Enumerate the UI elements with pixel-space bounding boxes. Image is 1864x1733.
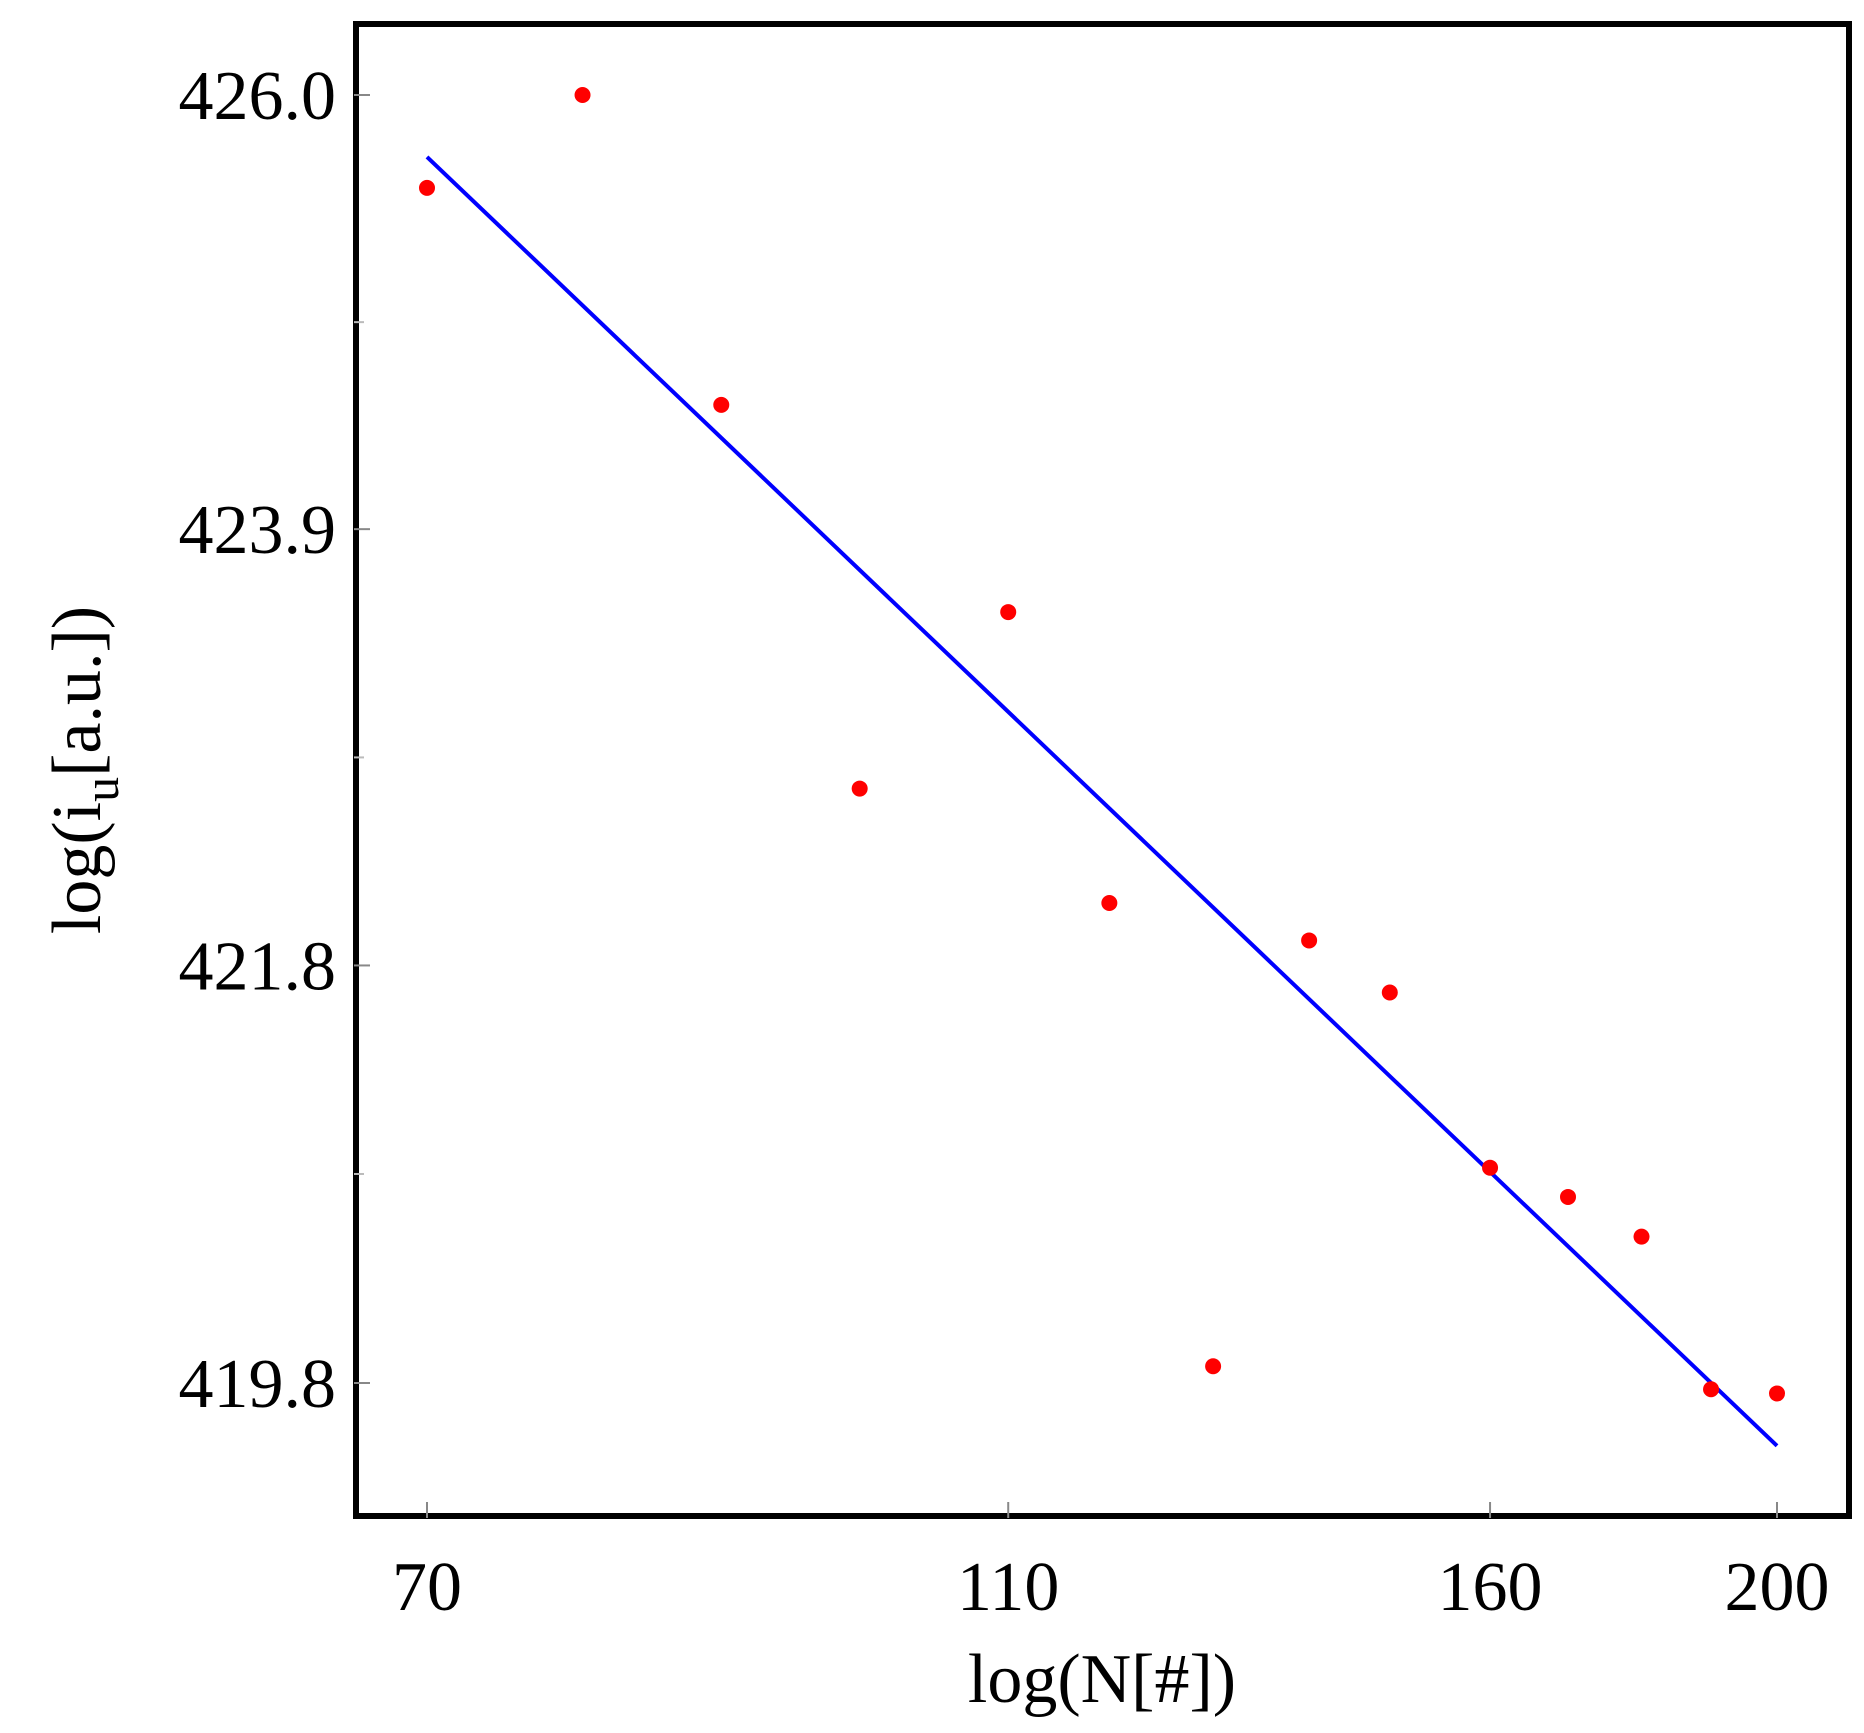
- data-point: [1205, 1358, 1222, 1375]
- data-point: [1482, 1159, 1499, 1176]
- y-axis: 419.8 421.8 423.9 426.0: [179, 58, 370, 1423]
- plot-frame: [353, 21, 1852, 1519]
- data-point: [851, 780, 868, 797]
- x-tick-label: 70: [392, 1549, 462, 1626]
- y-axis-title-prefix: log(i: [39, 802, 116, 934]
- y-axis-title-suffix: [a.u.]): [39, 606, 116, 777]
- fit-line: [425, 155, 1779, 1448]
- data-point: [1381, 984, 1398, 1001]
- data-point: [574, 87, 591, 103]
- data-point: [1633, 1228, 1650, 1245]
- y-tick-label: 419.8: [179, 1346, 337, 1423]
- y-tick-label: 423.9: [179, 492, 337, 569]
- x-tick-label: 160: [1438, 1549, 1543, 1626]
- data-point: [419, 179, 435, 196]
- data-point: [1101, 894, 1118, 911]
- x-axis: 70 110 160 200: [392, 1502, 1830, 1626]
- y-axis-title: log(iu[a.u.]): [39, 606, 129, 934]
- data-point: [1769, 1385, 1785, 1402]
- data-point: [1560, 1188, 1577, 1205]
- y-tick-label: 426.0: [179, 58, 337, 135]
- data-point: [713, 396, 730, 413]
- y-tick-label: 421.8: [179, 928, 337, 1005]
- x-axis-title: log(N[#]): [968, 1641, 1236, 1718]
- y-axis-title-subscript: u: [73, 777, 129, 802]
- data-point: [1301, 932, 1318, 949]
- plot-area: [419, 87, 1785, 1448]
- x-tick-label: 110: [957, 1549, 1059, 1626]
- data-point: [1000, 604, 1017, 621]
- x-tick-label: 200: [1725, 1549, 1830, 1626]
- data-point: [1703, 1381, 1720, 1398]
